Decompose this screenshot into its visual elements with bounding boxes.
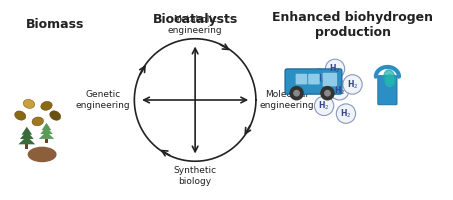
Ellipse shape (32, 117, 43, 126)
Text: H$_2$: H$_2$ (334, 84, 345, 97)
Text: Genetic
engineering: Genetic engineering (76, 90, 130, 110)
Circle shape (336, 104, 356, 123)
Ellipse shape (41, 101, 52, 111)
FancyBboxPatch shape (323, 73, 337, 86)
Circle shape (310, 69, 329, 88)
Polygon shape (384, 70, 395, 86)
Text: H$_2$: H$_2$ (329, 63, 341, 75)
Circle shape (320, 86, 335, 100)
Circle shape (293, 90, 300, 97)
Polygon shape (21, 127, 32, 135)
FancyBboxPatch shape (308, 74, 320, 84)
Bar (45, 139, 48, 143)
Polygon shape (40, 127, 53, 134)
Polygon shape (42, 123, 51, 130)
FancyBboxPatch shape (296, 74, 307, 84)
Circle shape (343, 75, 362, 94)
Ellipse shape (28, 147, 57, 162)
Circle shape (314, 96, 334, 116)
Circle shape (324, 90, 331, 97)
Text: Synthetic
biology: Synthetic biology (173, 166, 217, 186)
Ellipse shape (14, 111, 26, 120)
Circle shape (325, 59, 345, 79)
Polygon shape (20, 131, 34, 139)
Text: H$_2$: H$_2$ (314, 72, 325, 85)
Bar (25, 144, 29, 149)
Ellipse shape (385, 74, 395, 87)
Text: Biomass: Biomass (26, 18, 84, 31)
Text: H$_2$: H$_2$ (340, 107, 352, 120)
Circle shape (330, 81, 349, 100)
Text: Metabolic
engineering: Metabolic engineering (168, 15, 222, 35)
Polygon shape (18, 136, 35, 144)
Text: H$_2$: H$_2$ (347, 78, 358, 91)
FancyBboxPatch shape (285, 69, 342, 94)
Ellipse shape (23, 99, 35, 108)
Text: Biocatalysts: Biocatalysts (153, 12, 238, 25)
Text: H$_2$: H$_2$ (318, 100, 330, 112)
Ellipse shape (49, 111, 61, 120)
Circle shape (289, 86, 304, 100)
Polygon shape (39, 132, 54, 139)
Text: Molecular
engineering: Molecular engineering (260, 90, 314, 110)
Text: Enhanced biohydrogen
production: Enhanced biohydrogen production (272, 11, 433, 39)
FancyBboxPatch shape (378, 76, 397, 105)
